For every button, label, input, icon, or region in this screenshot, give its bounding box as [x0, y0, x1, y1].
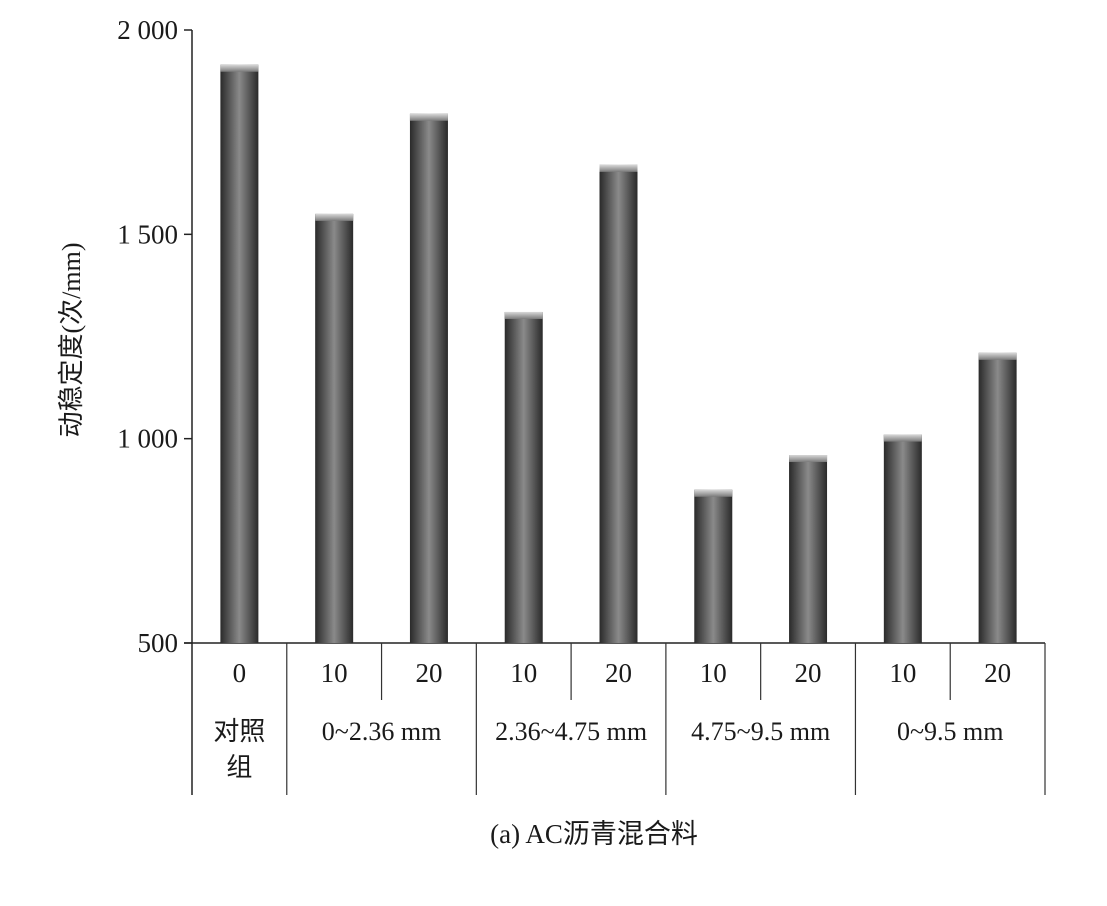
group-label: 0~9.5 mm — [897, 717, 1004, 746]
group-label: 4.75~9.5 mm — [691, 717, 830, 746]
bar-body — [220, 64, 259, 643]
bar-cap — [504, 311, 543, 319]
y-tick-label: 500 — [138, 628, 179, 658]
group-label: 0~2.36 mm — [322, 717, 442, 746]
bar-body — [789, 455, 828, 643]
bar-body — [315, 213, 354, 643]
category-label: 0 — [233, 658, 247, 688]
category-label: 20 — [605, 658, 632, 688]
bar-body — [409, 113, 448, 643]
category-label: 10 — [889, 658, 916, 688]
group-label: 对照 — [213, 717, 265, 746]
bar-cap — [220, 64, 259, 72]
group-label: 组 — [226, 753, 252, 782]
bar-body — [694, 489, 733, 643]
bar-cap — [694, 489, 733, 497]
y-tick-label: 1 000 — [117, 424, 178, 454]
bar — [504, 311, 543, 643]
y-axis-label: 动稳定度(次/mm) — [57, 243, 86, 438]
bar — [599, 164, 638, 644]
bar — [978, 352, 1017, 643]
bar-body — [599, 164, 638, 644]
y-tick-label: 2 000 — [117, 15, 178, 45]
bar — [409, 113, 448, 643]
category-label: 10 — [510, 658, 537, 688]
chart-caption: (a) AC沥青混合料 — [490, 819, 698, 849]
category-label: 10 — [321, 658, 348, 688]
category-label: 20 — [415, 658, 442, 688]
category-label: 20 — [984, 658, 1011, 688]
bar — [315, 213, 354, 643]
bar-cap — [599, 164, 638, 172]
bar-cap — [789, 455, 828, 463]
bar-cap — [409, 113, 448, 121]
y-tick-label: 1 500 — [117, 219, 178, 249]
category-label: 10 — [700, 658, 727, 688]
group-label: 2.36~4.75 mm — [495, 717, 647, 746]
bars — [220, 64, 1017, 644]
bar — [694, 489, 733, 643]
bar-body — [978, 352, 1017, 643]
bar — [220, 64, 259, 643]
bar — [883, 434, 922, 643]
category-labels: 0 10 20 10 20 10 20 10 20 对照组 0~2.36 mm 2.36~4.75 m… — [213, 658, 1011, 782]
bar-cap — [978, 352, 1017, 360]
axes: 500 1 000 1 500 2 000 — [117, 15, 1046, 795]
bar-body — [883, 434, 922, 643]
bar — [789, 455, 828, 643]
category-label: 20 — [795, 658, 822, 688]
bar-cap — [315, 213, 354, 221]
bar-cap — [883, 434, 922, 442]
bar-body — [504, 311, 543, 643]
